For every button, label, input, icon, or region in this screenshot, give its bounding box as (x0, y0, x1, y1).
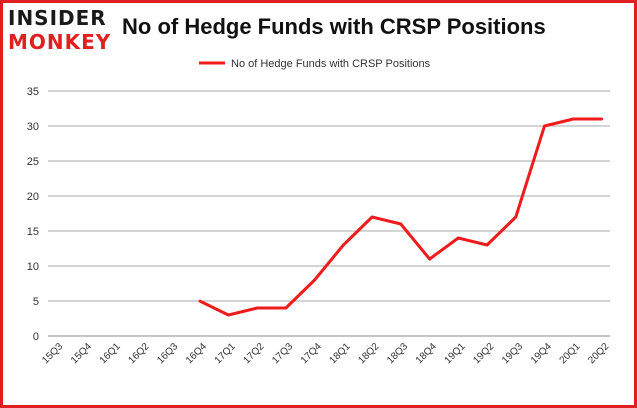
y-tick-label-5: 5 (33, 296, 39, 308)
series-layer (198, 117, 604, 317)
data-point-17Q3 (284, 306, 288, 310)
y-tick-label-15: 15 (27, 226, 39, 238)
logo-line-1: INSIDER (8, 6, 107, 30)
x-tick-label-19Q3: 19Q3 (500, 341, 525, 366)
legend: No of Hedge Funds with CRSP Positions (199, 58, 431, 70)
x-tick-label-17Q1: 17Q1 (213, 341, 238, 366)
y-tick-label-0: 0 (33, 331, 39, 343)
x-tick-label-15Q4: 15Q4 (69, 341, 94, 366)
x-tick-label-17Q2: 17Q2 (241, 341, 266, 366)
y-tick-label-30: 30 (27, 121, 39, 133)
data-point-20Q2 (600, 117, 604, 121)
logo-line-2: MONKEY (8, 30, 112, 54)
data-point-17Q1 (227, 313, 230, 317)
x-tick-label-20Q2: 20Q2 (586, 341, 611, 366)
y-tick-label-25: 25 (27, 156, 39, 168)
insider-monkey-logo: INSIDER MONKEY (8, 8, 111, 52)
data-point-18Q4 (428, 257, 431, 261)
y-tick-label-35: 35 (27, 86, 39, 98)
x-tick-label-16Q2: 16Q2 (126, 341, 151, 366)
data-point-19Q2 (485, 243, 489, 247)
x-tick-label-17Q4: 17Q4 (299, 341, 324, 366)
legend-label: No of Hedge Funds with CRSP Positions (231, 58, 431, 70)
y-tick-label-10: 10 (27, 261, 39, 273)
y-axis: 0 5 10 15 20 25 30 35 (27, 86, 39, 343)
x-tick-label-15Q3: 15Q3 (40, 341, 65, 366)
data-point-17Q2 (255, 306, 259, 310)
x-tick-label-16Q3: 16Q3 (155, 341, 180, 366)
x-tick-label-19Q1: 19Q1 (443, 341, 468, 366)
grid-lines (48, 90, 610, 337)
data-point-18Q3 (399, 222, 403, 226)
x-tick-label-19Q4: 19Q4 (529, 341, 554, 366)
x-tick-label-20Q1: 20Q1 (558, 341, 583, 366)
series-line-0 (199, 117, 602, 317)
data-point-17Q4 (313, 278, 316, 282)
x-tick-label-19Q2: 19Q2 (471, 341, 496, 366)
x-tick-label-18Q1: 18Q1 (328, 341, 353, 366)
x-tick-label-16Q4: 16Q4 (184, 341, 209, 366)
data-point-18Q1 (342, 243, 345, 247)
x-tick-label-17Q3: 17Q3 (270, 341, 295, 366)
x-tick-label-18Q4: 18Q4 (414, 341, 439, 366)
y-tick-label-20: 20 (27, 191, 39, 203)
data-point-19Q3 (514, 215, 517, 219)
data-point-19Q1 (457, 236, 460, 240)
data-point-20Q1 (572, 117, 575, 121)
chart-title: No of Hedge Funds with CRSP Positions (122, 14, 546, 39)
x-tick-label-18Q2: 18Q2 (356, 341, 381, 366)
x-tick-label-18Q3: 18Q3 (385, 341, 410, 366)
data-point-18Q2 (370, 215, 374, 219)
data-point-19Q4 (543, 124, 546, 128)
data-point-16Q4 (198, 299, 201, 303)
x-axis: 15Q3 15Q4 16Q1 16Q2 16Q3 16Q4 17Q1 17Q2 17Q3 17Q4… (40, 341, 611, 366)
x-tick-label-16Q1: 16Q1 (98, 341, 123, 366)
